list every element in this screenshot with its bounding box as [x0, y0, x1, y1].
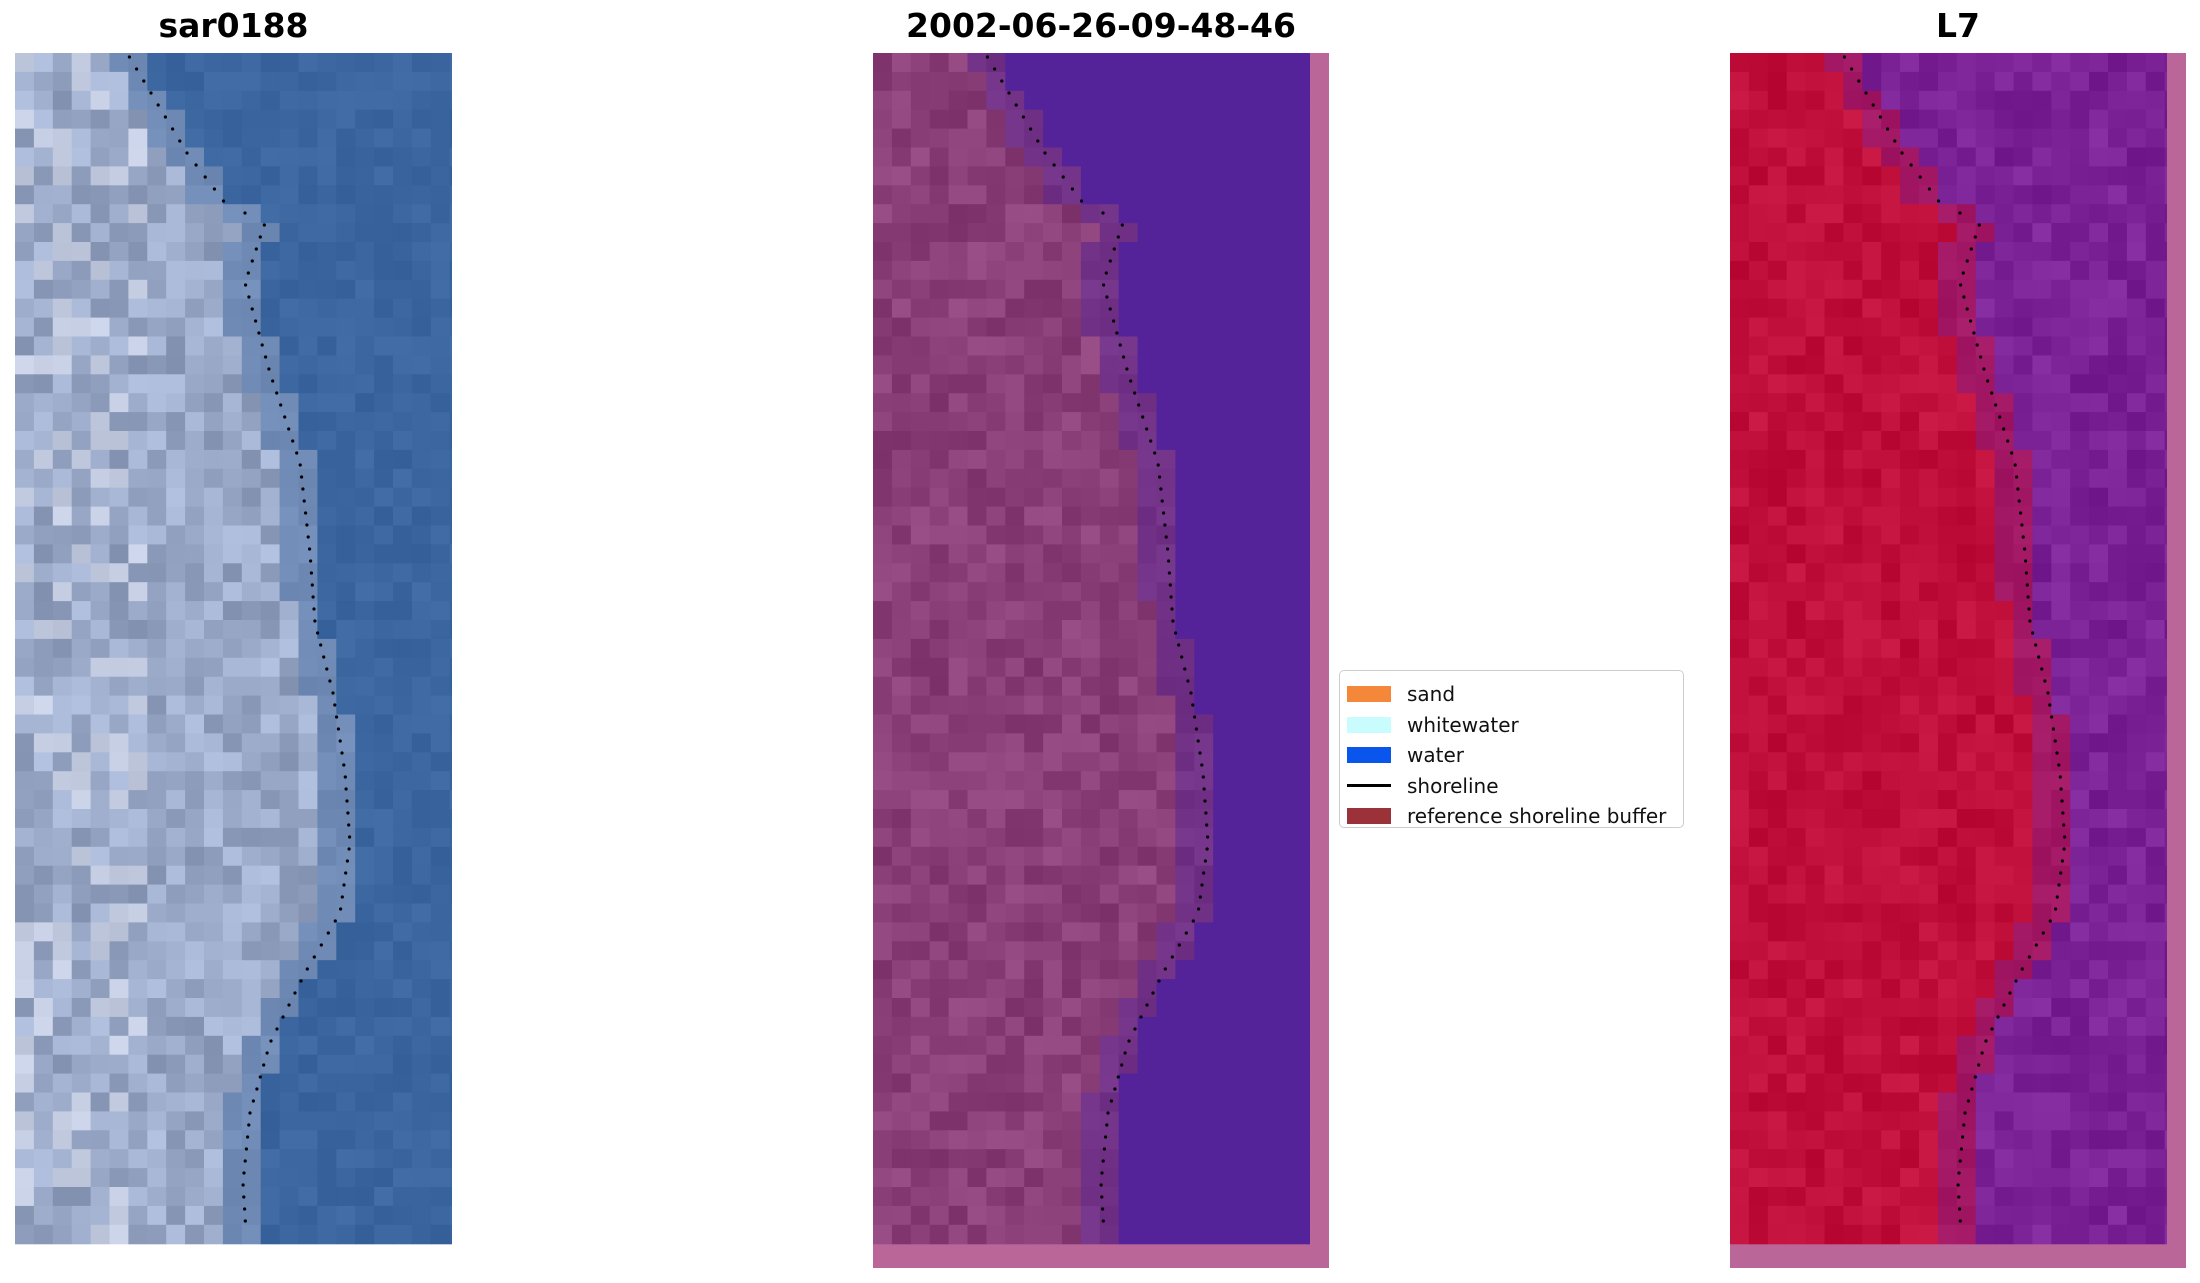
legend-item-whitewater: whitewater	[1340, 710, 1683, 741]
classified-pixels	[873, 53, 1329, 1268]
reference-buffer-swatch	[1347, 808, 1391, 825]
rgb-shoreline-dots	[127, 55, 352, 1223]
rgb-image	[15, 53, 452, 1245]
legend-label-water: water	[1407, 743, 1464, 768]
water-swatch	[1347, 747, 1391, 764]
legend-item-water: water	[1340, 740, 1683, 771]
panel-title-rgb: sar0188	[158, 6, 309, 45]
panel-title-ndwi: L7	[1936, 6, 1980, 45]
legend: sand whitewater water shoreline referenc…	[1339, 670, 1684, 828]
ndwi-image-panel	[1730, 53, 2186, 1268]
ndwi-image	[1730, 53, 2186, 1268]
classified-shoreline-dots	[985, 55, 1210, 1223]
classified-image	[873, 53, 1329, 1268]
legend-item-reference-buffer: reference shoreline buffer	[1340, 801, 1683, 832]
sand-swatch	[1347, 686, 1391, 703]
legend-label-shoreline: shoreline	[1407, 773, 1499, 798]
rgb-pixels	[15, 53, 452, 1245]
legend-label-sand: sand	[1407, 682, 1456, 707]
shoreline-line-icon	[1347, 784, 1391, 788]
whitewater-swatch	[1347, 716, 1391, 733]
legend-item-sand: sand	[1340, 679, 1683, 710]
legend-label-whitewater: whitewater	[1407, 712, 1519, 737]
legend-item-shoreline: shoreline	[1340, 771, 1683, 802]
ndwi-shoreline-dots	[1842, 55, 2067, 1223]
rgb-image-panel	[15, 53, 452, 1249]
ndwi-pixels	[1730, 53, 2186, 1268]
panel-title-classified: 2002-06-26-09-48-46	[906, 6, 1296, 45]
legend-label-reference-buffer: reference shoreline buffer	[1407, 804, 1667, 829]
classified-image-panel	[873, 53, 1329, 1268]
